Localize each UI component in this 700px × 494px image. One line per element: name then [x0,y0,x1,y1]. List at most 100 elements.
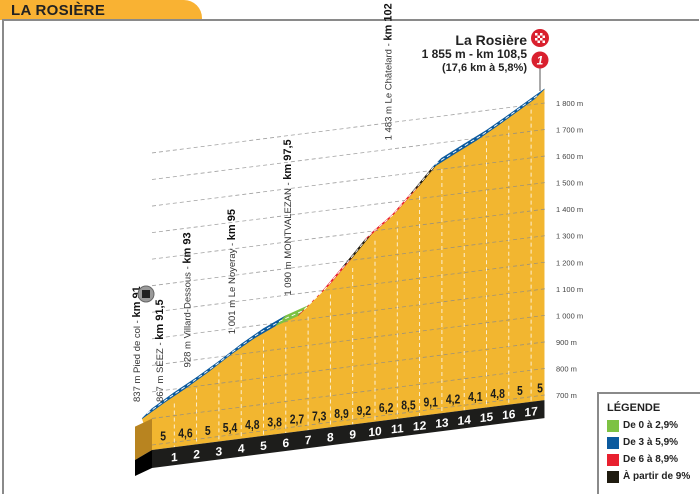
waypoint-label: 837 m Pied de col - km 91 [131,286,143,402]
km-band [152,400,545,468]
checker-square [542,40,545,43]
legend-title: LÉGENDE [607,402,661,414]
gradient-label: 5 [205,424,211,438]
summit-detail: 1 855 m - km 108,5 [422,47,528,61]
waypoint-label: 1 090 m MONTVALEZAN - km 97,5 [282,139,294,295]
y-tick-label: 1 300 m [556,232,583,241]
km-tick-label: 8 [327,430,334,445]
terrain-fill [142,88,545,451]
y-tick-label: 1 400 m [556,205,583,214]
title-tab: LA ROSIÈRE [0,0,202,20]
km-tick-label: 3 [216,444,223,459]
feed-zone-icon [137,285,155,303]
checker-square [535,38,538,41]
km-tick-label: 7 [305,433,312,448]
gradient-label: 8,5 [401,398,416,412]
y-tick-label: 1 700 m [556,126,583,135]
legend-swatch [607,470,619,483]
legend-item-red: De 6 à 8,9% [607,453,678,466]
km-tick-label: 1 [171,450,178,465]
category-badge-label: 1 [537,54,544,68]
km-tick-label: 13 [435,415,449,431]
y-tick-label: 700 m [556,391,577,400]
legend-swatch [607,453,619,466]
y-tick-label: 1 000 m [556,311,583,320]
legend-label: De 0 à 2,9% [623,420,679,431]
y-tick-label: 800 m [556,364,577,373]
checker-square [542,35,545,38]
elevation-gridline [151,261,547,313]
waypoint-label: 928 m Villard-Dessous - km 93 [182,232,194,367]
km-tick-label: 10 [368,424,382,440]
checker-square [535,33,538,36]
km-tick-label: 15 [480,410,494,426]
chart-frame [2,19,699,494]
profile-side-face [135,418,152,460]
summit-name: La Rosière [455,32,527,48]
elevation-gridline [151,102,547,154]
checker-square [537,40,540,43]
gradient-label: 4,6 [178,427,193,441]
waypoint-place: 928 m Villard-Dessous - [183,264,194,368]
km-tick-label: 12 [413,418,427,434]
elevation-gridline [151,367,547,419]
gradient-label: 4,1 [468,390,483,404]
km-tick-label: 2 [193,447,200,462]
km-tick-label: 14 [458,412,472,428]
legend-label: De 3 à 5,9% [623,437,679,448]
legend-item-green: De 0 à 2,9% [607,419,678,432]
summit-climb: (17,6 km à 5,8%) [442,62,527,74]
waypoint-km: km 91,5 [154,299,166,339]
gradient-label: 7,3 [312,410,327,424]
y-tick-label: 1 200 m [556,258,583,267]
elevation-gridline [151,182,547,233]
gradient-label: 6,2 [379,401,394,415]
legend-swatch [607,419,619,432]
checker-square [540,38,543,41]
y-tick-label: 1 500 m [556,179,583,188]
elevation-gridline [151,288,547,340]
waypoint-label: 1 001 m Le Noyeray - km 95 [226,209,238,334]
elevation-gridline [151,394,547,446]
y-tick-label: 1 800 m [556,99,583,108]
waypoint-place: 1 090 m MONTVALEZAN - [283,180,294,296]
legend-label: De 6 à 8,9% [623,454,679,465]
gradient-label: 4,8 [490,387,505,401]
elevation-gridline [151,155,547,207]
y-tick-label: 900 m [556,338,577,347]
road-center-line [146,93,540,414]
waypoint-label: 867 m SÉEZ - km 91,5 [154,299,166,402]
gradient-label: 9,1 [424,395,439,409]
gradient-label: 5,4 [223,421,238,435]
legend-label: À partir de 9% [623,471,691,482]
y-tick-label: 1 600 m [556,152,583,161]
elevation-gridline [151,208,547,260]
category-badge [531,51,549,69]
gradient-label: 8,9 [334,407,349,421]
km-tick-label: 4 [238,441,245,456]
page-title: LA ROSIÈRE [11,2,106,19]
waypoint-km: km 95 [226,209,238,240]
waypoint-place: 1 001 m Le Noyeray - [227,240,238,334]
km-tick-label: 9 [349,427,356,442]
legend: LÉGENDE De 0 à 2,9% De 3 à 5,9% De 6 à 8… [597,392,700,494]
km-band-side [135,450,152,476]
km-tick-label: 5 [260,438,267,453]
y-tick-label: 1 100 m [556,285,583,294]
gradient-label: 3,8 [267,415,282,429]
legend-item-black: À partir de 9% [607,470,690,483]
waypoint-place: 837 m Pied de col - [132,318,143,403]
gradient-label: 4,8 [245,418,260,432]
gradient-label: 5 [537,382,543,396]
waypoint-km: km 93 [182,232,194,263]
gradient-label: 5 [517,384,523,398]
gradient-label: 5 [160,430,166,444]
elevation-gridline [151,341,547,393]
legend-swatch [607,436,619,449]
gradient-label: 4,2 [446,393,461,407]
waypoint-km: km 102 [382,3,394,40]
km-tick-label: 11 [391,421,404,437]
checker-square [540,33,543,36]
feed-zone-icon-bin [142,290,150,298]
